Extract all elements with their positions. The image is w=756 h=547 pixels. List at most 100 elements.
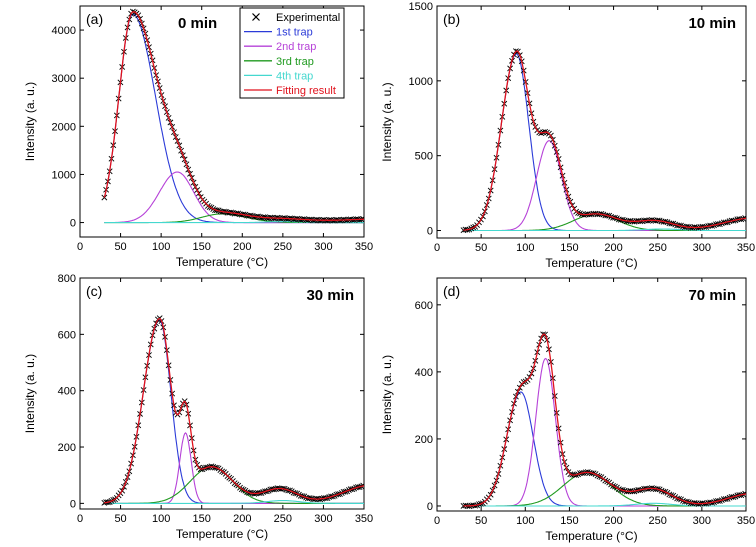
plot-frame xyxy=(79,5,365,238)
x-tick-label: 250 xyxy=(274,241,292,253)
y-axis-label: Intensity (a. u.) xyxy=(380,355,394,434)
plot-frame xyxy=(79,277,365,510)
y-tick-label: 2000 xyxy=(52,121,76,133)
series-1st-trap xyxy=(463,391,746,507)
y-tick-label: 0 xyxy=(70,498,76,510)
y-tick-label: 200 xyxy=(415,434,433,446)
x-tick-label: 200 xyxy=(604,515,622,527)
series-2nd-trap xyxy=(104,432,364,504)
series-1st-trap xyxy=(104,319,364,504)
legend-label-fitting-result: Fitting result xyxy=(276,85,336,97)
y-tick-label: 1500 xyxy=(409,1,433,13)
y-tick-label: 1000 xyxy=(409,76,433,88)
series-experimental xyxy=(460,331,746,510)
y-tick-label: 3000 xyxy=(52,73,76,85)
x-tick-label: 250 xyxy=(649,242,667,254)
panel-label: (c) xyxy=(86,283,102,299)
x-tick-label: 350 xyxy=(355,241,373,253)
series-4th-trap xyxy=(104,499,364,504)
x-tick-label: 200 xyxy=(233,241,251,253)
x-tick-label: 100 xyxy=(516,515,534,527)
chart-panel-10-min: 0 50 100 150 200 250 300 350 0 500 1000 1500 Tempera… xyxy=(380,1,755,270)
x-tick-label: 300 xyxy=(314,241,332,253)
panel-title: 10 min xyxy=(688,15,736,32)
series-2nd-trap xyxy=(463,140,746,232)
x-tick-label: 100 xyxy=(516,242,534,254)
y-tick-label: 400 xyxy=(58,386,76,398)
legend-label-1st-trap: 1st trap xyxy=(276,27,313,39)
x-tick-label: 300 xyxy=(314,513,332,525)
plot-curves xyxy=(460,48,746,234)
x-tick-label: 0 xyxy=(434,242,440,254)
x-tick-label: 300 xyxy=(693,242,711,254)
x-tick-label: 0 xyxy=(77,241,83,253)
legend-label-2nd-trap: 2nd trap xyxy=(276,41,316,53)
y-axis-label: Intensity (a. u.) xyxy=(23,354,37,433)
panel-title: 0 min xyxy=(178,15,217,32)
panel-title: 30 min xyxy=(306,287,354,304)
x-tick-label: 50 xyxy=(114,241,126,253)
y-tick-label: 0 xyxy=(427,226,433,238)
y-tick-label: 0 xyxy=(70,218,76,230)
y-tick-label: 600 xyxy=(58,329,76,341)
x-axis-label: Temperature (°C) xyxy=(545,256,637,270)
x-tick-label: 350 xyxy=(737,242,755,254)
x-tick-label: 0 xyxy=(434,515,440,527)
plot-curves xyxy=(460,331,746,510)
legend-label-experimental: Experimental xyxy=(276,12,340,24)
legend: Experimental 1st trap 2nd trap 3rd trap 4th … xyxy=(239,7,345,99)
x-tick-label: 100 xyxy=(152,513,170,525)
y-tick-label: 200 xyxy=(58,442,76,454)
y-tick-label: 400 xyxy=(415,367,433,379)
experimental-point xyxy=(101,194,108,201)
x-tick-label: 350 xyxy=(355,513,373,525)
x-tick-label: 150 xyxy=(193,241,211,253)
panel-label: (d) xyxy=(443,283,460,299)
x-tick-label: 150 xyxy=(560,242,578,254)
series-fitting-result xyxy=(463,50,746,231)
x-tick-label: 250 xyxy=(649,515,667,527)
plot-frame xyxy=(436,277,747,512)
series-fitting-result xyxy=(104,317,364,504)
series-fitting-result xyxy=(463,333,746,507)
chart-panel-30-min: 0 50 100 150 200 250 300 350 0 200 400 600 800 Temper… xyxy=(23,273,373,541)
x-tick-label: 150 xyxy=(193,513,211,525)
x-axis-label: Temperature (°C) xyxy=(545,529,637,543)
panel-label: (b) xyxy=(443,11,460,27)
y-tick-label: 4000 xyxy=(52,25,76,37)
series-experimental xyxy=(460,48,746,234)
legend-box xyxy=(239,7,345,99)
x-tick-label: 100 xyxy=(152,241,170,253)
y-tick-label: 1000 xyxy=(52,169,76,181)
y-tick-label: 600 xyxy=(415,300,433,312)
legend-label-4th-trap: 4th trap xyxy=(276,70,313,82)
series-fitting-result xyxy=(103,11,364,221)
series-experimental xyxy=(101,315,364,506)
x-tick-label: 200 xyxy=(604,242,622,254)
chart-panel-70-min: 0 50 100 150 200 250 300 350 0 200 400 600 Temperatu… xyxy=(380,277,755,543)
x-tick-label: 300 xyxy=(693,515,711,527)
x-tick-label: 50 xyxy=(114,513,126,525)
legend-swatch-experimental xyxy=(252,13,260,21)
y-tick-label: 500 xyxy=(415,151,433,163)
chart-panel-0-min: 0 50 100 150 200 250 300 350 0 1000 2000 3000 4000 Te… xyxy=(23,5,373,269)
x-tick-label: 50 xyxy=(475,242,487,254)
x-tick-label: 250 xyxy=(274,513,292,525)
x-axis-label: Temperature (°C) xyxy=(176,527,268,541)
x-tick-label: 200 xyxy=(233,513,251,525)
series-4th-trap xyxy=(463,228,746,232)
plot-curves xyxy=(101,315,364,506)
plot-frame xyxy=(436,5,747,239)
x-tick-label: 350 xyxy=(737,515,755,527)
y-axis-label: Intensity (a. u.) xyxy=(23,82,37,161)
plot-curves xyxy=(101,8,364,224)
panel-title: 70 min xyxy=(688,287,736,304)
x-tick-label: 50 xyxy=(475,515,487,527)
panel-label: (a) xyxy=(86,11,103,27)
legend-label-3rd-trap: 3rd trap xyxy=(276,56,314,68)
y-tick-label: 800 xyxy=(58,273,76,285)
y-axis-label: Intensity (a. u.) xyxy=(380,82,394,161)
y-tick-label: 0 xyxy=(427,501,433,513)
x-tick-label: 0 xyxy=(77,513,83,525)
